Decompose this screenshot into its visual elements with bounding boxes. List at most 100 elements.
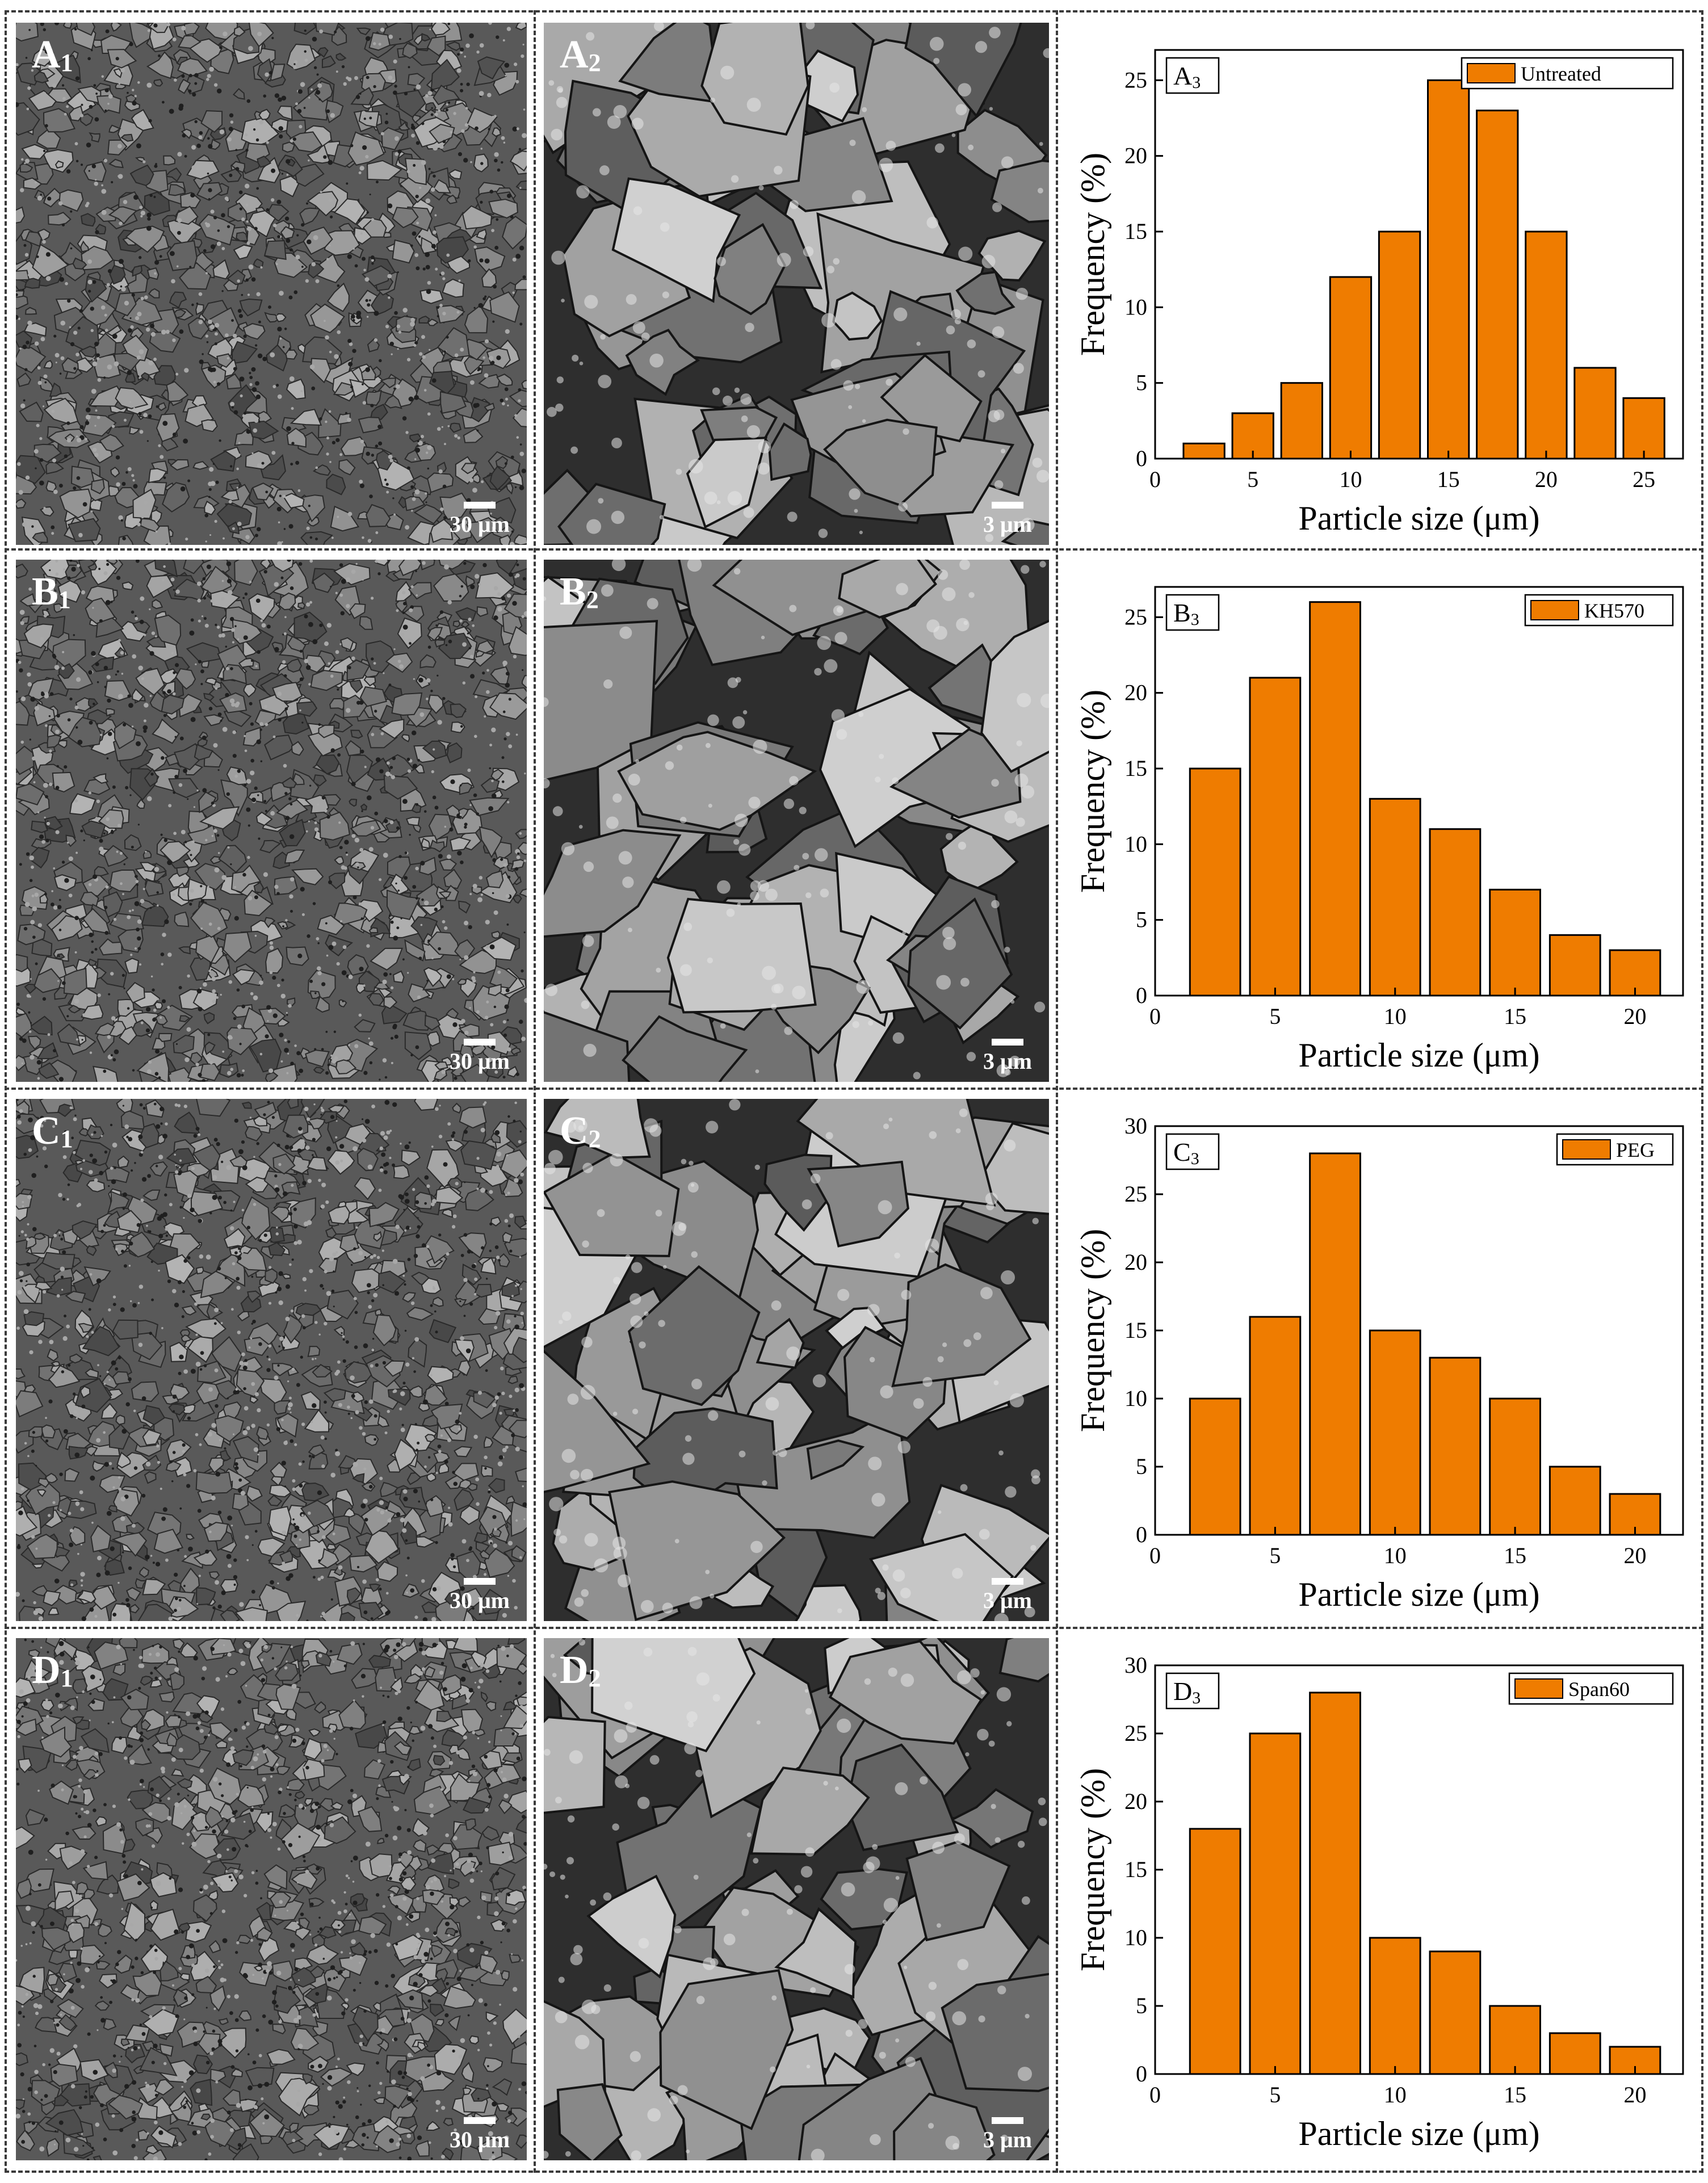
scale-bar-line — [464, 1039, 496, 1046]
scale-bar-line — [464, 502, 496, 509]
sem-panel-label: A2 — [560, 35, 601, 75]
x-axis-label: Particle size (μm) — [1298, 1576, 1539, 1613]
y-tick-label: 25 — [1124, 604, 1147, 629]
sem-image-b2: B2 3 μm — [544, 560, 1049, 1082]
chart-panel-label: D3 — [1173, 1677, 1201, 1707]
x-tick-label: 0 — [1149, 467, 1161, 492]
sem-panel-label: C2 — [560, 1111, 601, 1152]
y-tick-label: 30 — [1124, 1113, 1147, 1139]
x-tick-label: 5 — [1269, 2082, 1281, 2108]
y-tick-label: 5 — [1136, 1993, 1147, 2018]
histogram-bar — [1429, 828, 1482, 997]
histogram-bar — [1309, 1152, 1361, 1536]
x-tick-label: 15 — [1504, 2082, 1526, 2108]
legend-label: Span60 — [1568, 1678, 1630, 1701]
panel-subscript: 1 — [60, 49, 73, 77]
sem-image-d1: D1 30 μm — [16, 1638, 527, 2160]
scale-bar-line — [992, 502, 1023, 509]
panel-subscript: 2 — [588, 49, 601, 77]
panel-label-box — [1165, 57, 1220, 94]
row-divider-2 — [5, 1088, 1703, 1090]
plot-frame — [1154, 586, 1684, 997]
legend-swatch — [1467, 63, 1516, 83]
panel-subscript: 3 — [1192, 73, 1201, 92]
panel-label-box — [1165, 594, 1220, 631]
scale-bar-line — [992, 1578, 1023, 1585]
legend-label: Untreated — [1521, 62, 1601, 85]
y-tick-label: 20 — [1124, 143, 1147, 169]
histogram-bar — [1189, 767, 1241, 997]
y-tick-label: 25 — [1124, 1181, 1147, 1207]
histogram-bar — [1429, 1950, 1482, 2075]
panel-letter: B — [560, 570, 586, 614]
x-tick-label: 5 — [1269, 1004, 1281, 1029]
histogram-bar — [1249, 677, 1302, 997]
histogram-bar — [1329, 276, 1373, 460]
scale-bar-line — [464, 2117, 496, 2124]
x-tick-label: 10 — [1384, 1004, 1407, 1029]
x-tick-label: 20 — [1623, 1004, 1646, 1029]
panel-letter: D — [32, 1648, 61, 1692]
panel-subscript: 1 — [60, 1664, 73, 1692]
histogram-bar — [1369, 1937, 1421, 2075]
panel-subscript: 1 — [60, 1125, 73, 1153]
sem-image-b1: B1 30 μm — [16, 560, 527, 1082]
scale-bar: 3 μm — [983, 1578, 1032, 1612]
histogram-bar — [1427, 79, 1470, 460]
histogram-bar — [1369, 797, 1421, 997]
histogram-bar — [1489, 888, 1541, 997]
histogram-bar — [1378, 230, 1421, 460]
x-tick-label: 15 — [1504, 1004, 1526, 1029]
y-tick-label: 0 — [1136, 446, 1147, 471]
x-tick-label: 15 — [1504, 1543, 1526, 1568]
legend-label: PEG — [1616, 1139, 1655, 1161]
histogram-bar — [1189, 1397, 1241, 1536]
y-tick-label: 0 — [1136, 1522, 1147, 1547]
x-tick-label: 0 — [1149, 1543, 1161, 1568]
x-tick-label: 20 — [1623, 1543, 1646, 1568]
x-tick-label: 20 — [1535, 467, 1558, 492]
chart-panel-label: A3 — [1173, 61, 1201, 92]
sem-image-d2: D2 3 μm — [544, 1638, 1049, 2160]
y-tick-label: 25 — [1124, 67, 1147, 93]
x-axis-label: Particle size (μm) — [1298, 2115, 1539, 2152]
panel-subscript: 1 — [58, 586, 71, 614]
histogram-bar — [1369, 1329, 1421, 1536]
x-tick-label: 0 — [1149, 1004, 1161, 1029]
y-tick-label: 5 — [1136, 1454, 1147, 1479]
sem-panel-label: D1 — [32, 1651, 73, 1691]
scale-bar-text: 3 μm — [983, 1048, 1032, 1074]
x-tick-label: 5 — [1247, 467, 1258, 492]
x-tick-label: 10 — [1384, 2082, 1407, 2108]
panel-letter: C — [560, 1109, 589, 1153]
x-axis-label: Particle size (μm) — [1298, 499, 1539, 537]
histogram-svg: 0 5 10 15 20 25 30 0 5 10 15 20 Particle size (μm) Fr… — [1074, 1113, 1684, 1613]
y-tick-label: 15 — [1124, 219, 1147, 244]
scale-bar-line — [992, 1039, 1023, 1046]
panel-letter: A — [32, 33, 61, 77]
panel-subscript: 3 — [1191, 610, 1199, 629]
sem-image-c2: C2 3 μm — [544, 1099, 1049, 1621]
scale-bar: 3 μm — [983, 2117, 1032, 2151]
sem-panel-label: C1 — [32, 1111, 73, 1152]
histogram-bar — [1548, 2032, 1601, 2075]
chart-panel-label: B3 — [1173, 598, 1199, 629]
y-tick-label: 5 — [1136, 907, 1147, 933]
histogram-bar — [1189, 1828, 1241, 2075]
frame-top — [5, 10, 1703, 12]
x-tick-label: 15 — [1437, 467, 1460, 492]
y-tick-label: 10 — [1124, 1386, 1147, 1411]
scale-bar: 30 μm — [450, 2117, 510, 2151]
panel-label-box — [1165, 1133, 1220, 1170]
sem-panel-label: A1 — [32, 35, 73, 75]
scale-bar-text: 30 μm — [450, 1588, 510, 1613]
frame-left — [5, 10, 7, 2173]
row-divider-1 — [5, 548, 1703, 551]
scale-bar-text: 3 μm — [983, 1588, 1032, 1613]
y-tick-label: 0 — [1136, 983, 1147, 1008]
scale-bar-text: 30 μm — [450, 511, 510, 537]
panel-label-box — [1165, 1672, 1220, 1710]
y-tick-label: 25 — [1124, 1720, 1147, 1746]
y-tick-label: 15 — [1124, 755, 1147, 781]
histogram-bar — [1489, 2005, 1541, 2075]
